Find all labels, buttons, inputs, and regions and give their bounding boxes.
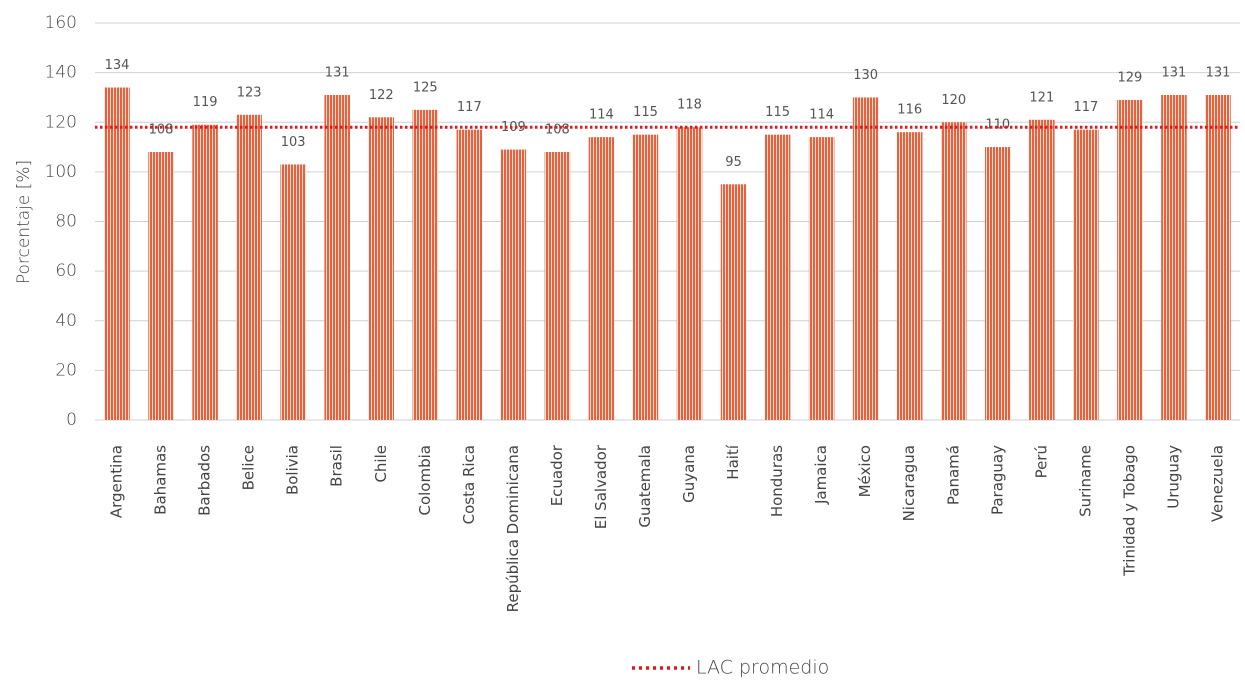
data-label: 130 [853, 68, 878, 83]
x-tick-label: Jamaica [812, 445, 830, 505]
bar [324, 94, 350, 421]
bar [192, 124, 218, 420]
data-label: 103 [281, 135, 306, 150]
x-tick-label: Trinidad y Tobago [1120, 445, 1138, 577]
x-tick-label: Panamá [944, 445, 962, 505]
y-tick-label: 140 [45, 63, 77, 83]
y-tick-label: 0 [66, 410, 77, 430]
data-label: 108 [545, 123, 570, 138]
bar [236, 114, 262, 421]
bar [148, 152, 174, 420]
y-tick-label: 100 [45, 162, 77, 182]
bar [720, 184, 747, 420]
bar [1073, 129, 1099, 420]
x-tick-label: Barbados [196, 445, 214, 516]
y-axis-label: Porcentaje [%] [14, 160, 34, 284]
data-label: 115 [633, 105, 658, 120]
y-tick-label: 120 [45, 112, 77, 132]
x-tick-label: México [856, 445, 874, 497]
data-label: 134 [105, 58, 130, 73]
x-tick-label: Honduras [768, 445, 786, 517]
data-label: 114 [809, 108, 834, 123]
bar [896, 132, 923, 421]
y-tick-label: 160 [45, 13, 77, 33]
data-label: 115 [765, 105, 790, 120]
data-label: 117 [457, 100, 482, 115]
data-label: 108 [149, 123, 174, 138]
bar [368, 117, 395, 420]
x-tick-label: Bolivia [284, 445, 302, 495]
data-label: 109 [501, 120, 526, 135]
y-tick-label: 80 [55, 212, 77, 232]
x-tick-label: Belice [240, 445, 258, 490]
bar [940, 122, 967, 420]
data-label: 131 [1206, 65, 1231, 80]
bar [985, 147, 1011, 420]
data-label: 129 [1117, 70, 1142, 85]
bar [852, 97, 879, 420]
data-label: 110 [985, 118, 1010, 133]
data-label: 123 [237, 85, 262, 100]
data-label: 122 [369, 88, 394, 103]
data-label: 120 [941, 93, 966, 108]
data-label: 125 [413, 80, 438, 95]
bar [676, 127, 703, 421]
y-tick-label: 20 [55, 360, 77, 380]
x-tick-label: Argentina [108, 445, 126, 518]
data-label: 116 [897, 103, 922, 118]
bar [764, 134, 791, 420]
data-label: 117 [1073, 100, 1098, 115]
bar [412, 109, 439, 420]
x-tick-label: Haití [724, 444, 742, 480]
data-label: 121 [1029, 90, 1054, 105]
y-tick-label: 60 [55, 261, 77, 281]
x-tick-label: Bahamas [152, 445, 170, 515]
data-label: 131 [1162, 65, 1187, 80]
x-tick-label: Guatemala [636, 445, 654, 528]
bar [1161, 94, 1187, 421]
x-tick-label: Perú [1032, 445, 1050, 478]
bar [500, 149, 527, 420]
x-tick-label: Suriname [1076, 445, 1094, 517]
bar [456, 129, 483, 420]
x-tick-label: Paraguay [988, 445, 1006, 515]
x-tick-label: Nicaragua [900, 445, 918, 521]
data-label: 95 [725, 155, 742, 170]
x-tick-label: Brasil [328, 445, 346, 487]
data-label: 118 [677, 98, 702, 113]
bar [808, 137, 835, 420]
data-label: 119 [193, 95, 218, 110]
bar [588, 137, 615, 420]
x-tick-label: Costa Rica [460, 445, 478, 524]
bar [544, 152, 571, 420]
bar [632, 134, 659, 420]
data-label: 114 [589, 108, 614, 123]
bar [1205, 94, 1231, 421]
x-tick-label: Venezuela [1208, 445, 1226, 522]
data-label: 131 [325, 65, 350, 80]
y-tick-label: 40 [55, 311, 77, 331]
bar [1117, 99, 1143, 420]
bar [104, 87, 130, 420]
x-tick-label: Chile [372, 445, 390, 483]
bar [280, 164, 306, 420]
x-tick-label: Colombia [416, 445, 434, 516]
x-tick-label: República Dominicana [504, 445, 522, 612]
legend-label: LAC promedio [696, 657, 829, 679]
x-tick-label: Guyana [680, 445, 698, 503]
bar [1029, 119, 1055, 421]
x-tick-label: Uruguay [1164, 445, 1182, 509]
x-tick-label: El Salvador [592, 444, 610, 529]
x-tick-label: Ecuador [548, 444, 566, 506]
